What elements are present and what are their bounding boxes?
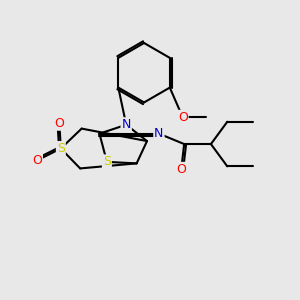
- Text: S: S: [57, 142, 65, 155]
- Text: O: O: [32, 154, 42, 167]
- Text: N: N: [154, 127, 164, 140]
- Text: N: N: [122, 118, 131, 131]
- Text: O: O: [178, 111, 188, 124]
- Text: O: O: [176, 163, 186, 176]
- Text: O: O: [54, 117, 64, 130]
- Text: S: S: [103, 155, 111, 168]
